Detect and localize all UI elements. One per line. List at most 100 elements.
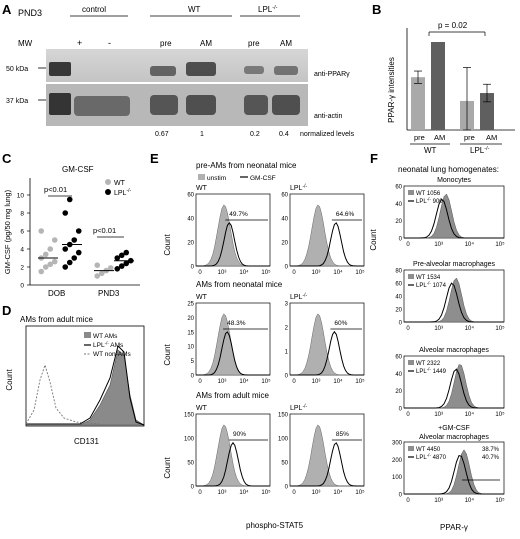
y-tick-label: 200 [392,458,403,464]
data-point [94,273,101,279]
band-label-actin: anti-actin [314,113,343,120]
x-tick-label: 10³ [434,498,443,504]
y-tick-label: 25 [187,302,194,308]
data-point [114,266,121,272]
x-tick-label: 10³ [434,242,443,248]
y-tick-label: 5 [191,359,195,365]
x-tick-label: 10³ [218,379,227,385]
data-point [42,251,49,258]
x-tick-label: 10³ [312,490,321,496]
data-point [47,246,54,252]
gate-percent: 85% [336,431,349,438]
data-point [123,249,130,256]
legend-wt-non-ams: WT non-AMs [93,351,132,358]
label-lpl: LPL-/- [290,184,308,193]
gate-percent: 90% [233,431,246,438]
y-tick-label: 20 [395,308,402,314]
x-tick-label: 10⁴ [465,497,475,504]
y-tick-label: 0 [191,374,195,380]
gate-percent: 48.3% [227,320,246,327]
legend-swatch-wt [408,446,414,451]
data-point [38,228,45,234]
lane-plus: + [77,38,82,48]
histogram-gmcsf [290,222,364,267]
x-tick-label: 0 [406,326,410,332]
histogram-wt-ams [26,349,146,426]
bar-label: AM [486,133,497,142]
panel-letter: F [370,151,378,166]
x-tick-label: 10⁴ [333,378,343,385]
x-axis-label: CD131 [74,437,99,446]
group-label-lpl: LPL-/- [470,146,490,155]
data-point [75,228,82,234]
legend-lpl-ams: LPL-/- AMs [93,341,124,350]
chart-title: GM-CSF [62,165,94,174]
histogram-gmcsf [196,331,270,376]
legend-lpl: LPL-/- [114,188,132,197]
histogram-lpl [404,368,504,409]
x-category: DOB [48,289,65,298]
legend-swatch-wt [408,360,414,365]
y-tick-label: 150 [184,413,195,419]
legend-wt: WT 1056 [416,191,441,197]
y-tick-label: 40 [395,202,402,208]
subpanel-title: Alveolar macrophages [419,347,489,354]
histogram-gmcsf [290,442,364,487]
y-tick-label: 60 [281,193,288,199]
y-tick-label: 50 [281,461,288,467]
data-point [107,265,114,271]
x-tick-label: 10⁵ [495,241,505,248]
bar [480,93,494,130]
histogram-gmcsf [196,441,270,487]
legend-lpl: LPL-/- 1074 [416,281,447,290]
y-tick-label: 4 [20,247,24,254]
y-tick-label: 3 [285,302,289,308]
histogram-lpl [404,282,504,323]
data-point [51,237,58,243]
header: neonatal lung homogenates: [398,165,499,174]
panel-a: A PND3 control WT LPL-/- MW + - pre AM p… [2,2,355,138]
pvalue-pnd3: p<0.01 [93,226,116,235]
timepoint-label: PND3 [18,8,42,18]
x-tick-label: 10⁴ [465,325,475,332]
x-tick-label: 10³ [434,412,443,418]
label-wt: WT [196,185,208,192]
norm-level-2: 1 [200,131,204,138]
panel-c: C GM-CSF GM-CSF (pg/50 mg lung) 0246810 … [2,151,140,298]
y-tick-label: 10 [17,193,25,200]
blot-ppar [46,49,308,82]
panel-letter: C [2,151,12,166]
x-tick-label: 0 [406,498,410,504]
histogram-gmcsf [290,330,364,376]
y-axis-label: Count [163,344,172,366]
y-tick-label: 0 [285,485,289,491]
data-point [71,255,78,261]
y-tick-label: 20 [281,241,288,247]
data-point [47,261,54,268]
group-label-lpl: LPL-/- [258,5,278,14]
histogram-wt-non-ams [25,363,101,425]
histogram-lpl-ams [26,345,145,426]
legend-wt: WT 1534 [416,275,441,281]
y-tick-label: 20 [187,241,194,247]
lane-pre-wt: pre [160,39,172,48]
label-lpl: LPL-/- [290,404,308,413]
x-tick-label: 10³ [312,270,321,276]
x-tick-label: 10⁴ [465,411,475,418]
pvalue-dob: p<0.01 [44,185,67,194]
subpanel-title: Alveolar macrophages [419,434,489,441]
y-tick-label: 100 [278,437,289,443]
legend-lpl: LPL-/- 1449 [416,367,447,376]
label-lpl: LPL-/- [290,293,308,302]
y-tick-label: 20 [395,219,402,225]
y-tick-label: 0 [285,265,289,271]
blot-bands [49,62,300,116]
legend-swatch-wt [408,190,414,195]
y-tick-label: 6 [20,229,24,236]
group-label-control: control [82,5,106,14]
data-point [51,258,58,265]
y-tick-label: 40 [187,217,194,223]
x-tick-label: 10⁵ [495,497,505,504]
legend-wt: WT 4450 [416,447,441,453]
